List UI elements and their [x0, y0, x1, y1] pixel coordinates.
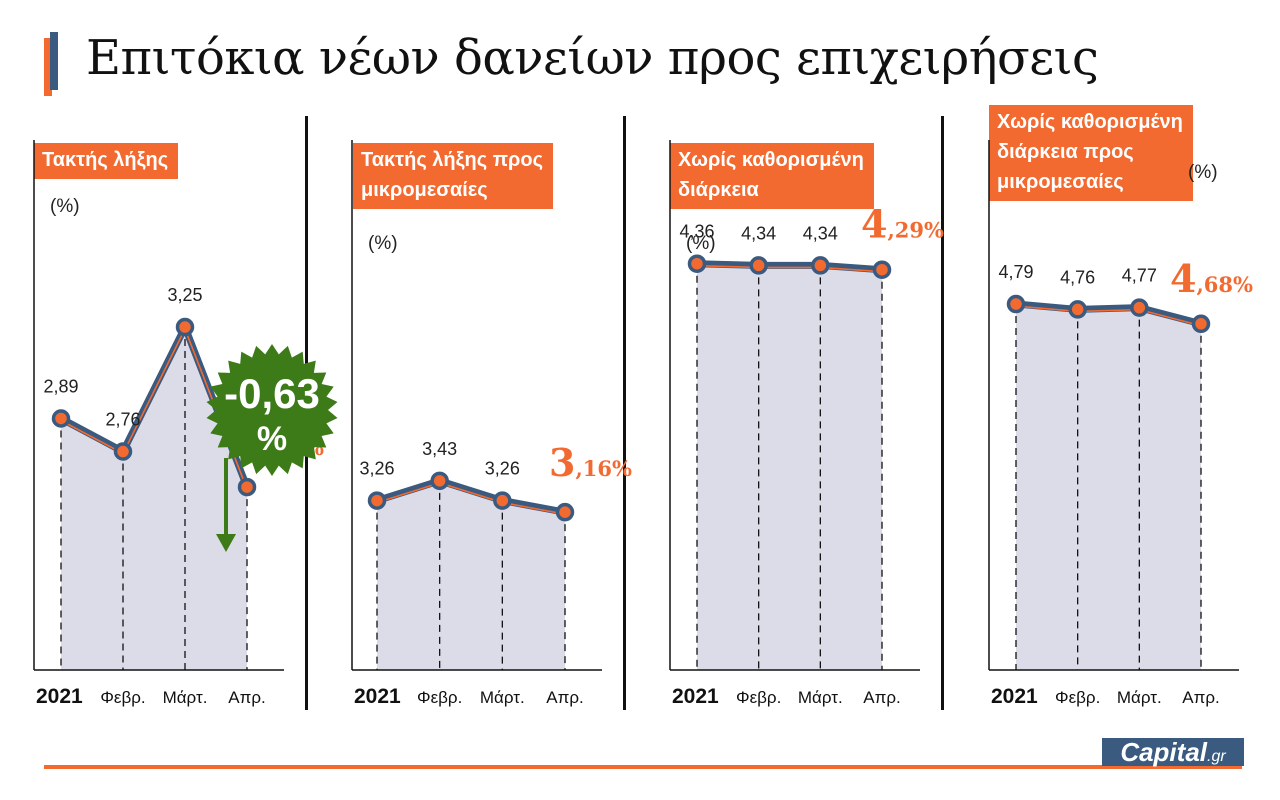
panel-2-highlight-value: 3,16% [549, 440, 632, 485]
panel-divider-2 [623, 116, 626, 710]
panel-2-title: Τακτής λήξης προς μικρομεσαίες [353, 143, 554, 209]
panel-3-x-tick-1: Φεβρ. [736, 688, 781, 707]
panel-4-highlight-value: 4,68% [1170, 256, 1253, 301]
panel-2-x-tick-1: Φεβρ. [417, 688, 462, 707]
panel-1-badge-unit: % [257, 420, 287, 458]
panel-4-x-tick-2: Μάρτ. [1117, 688, 1162, 707]
panel-4-x-tick-1: Φεβρ. [1055, 688, 1100, 707]
panel-3-area [697, 263, 882, 670]
panel-2-point-3 [555, 502, 575, 522]
panel-2-series-line [373, 477, 569, 516]
panel-1-point-0 [51, 409, 71, 428]
panel-4-value-label-2: 4,77 [1122, 266, 1157, 286]
capital-logo: Capital.gr [1102, 738, 1244, 766]
panel-4-series-line [1012, 300, 1205, 328]
panel-4-value-label-1: 4,76 [1060, 267, 1095, 287]
title-accent-orange [44, 38, 52, 96]
panel-2-point-2 [493, 491, 512, 510]
panel-3-value-label-1: 4,34 [741, 223, 776, 243]
panel-2-unit: (%) [368, 233, 398, 254]
panel-4-series-accent [1015, 305, 1202, 327]
panel-2-highlight-dec: ,16% [575, 456, 632, 481]
panel-4-point-2 [1130, 298, 1149, 317]
panel-3-point-0 [687, 254, 707, 273]
title-accent-blue [50, 32, 58, 90]
panel-1-value-label-0: 2,89 [43, 376, 78, 396]
panel-3-highlight-dec: ,29% [887, 218, 944, 243]
panel-4-highlight-int: 4 [1170, 256, 1196, 301]
panel-4-point-1 [1068, 300, 1087, 319]
panel-3-value-label-0: 4,36 [679, 222, 714, 242]
panel-3-highlight-int: 4 [861, 202, 887, 247]
panel-2-value-label-2: 3,26 [485, 459, 520, 479]
panel-3-title: Χωρίς καθορισμένη διάρκεια [670, 143, 874, 209]
panel-1-value-label-2: 3,25 [167, 285, 202, 305]
panel-2-value-label-1: 3,43 [422, 439, 457, 459]
panel-1-area [61, 327, 247, 670]
panel-4-unit: (%) [1188, 162, 1218, 183]
page-title: Επιτόκια νέων δανείων προς επιχειρήσεις [86, 30, 1099, 86]
panel-4-area [1016, 304, 1201, 670]
panel-1-point-2 [175, 317, 195, 337]
panel-1-change-badge [206, 344, 338, 476]
panel-3-highlight-value: 4,29% [861, 202, 944, 247]
panel-1-x-tick-0: 2021 [36, 685, 83, 708]
panel-3-point-2 [811, 256, 830, 275]
panel-1-x-tick-3: Απρ. [228, 688, 265, 707]
panel-2-point-1 [430, 471, 449, 491]
panel-2-x-tick-3: Απρ. [546, 688, 583, 707]
panel-3-x-tick-3: Απρ. [863, 688, 900, 707]
panel-3-x-tick-0: 2021 [672, 685, 719, 708]
panel-4-x-tick-0: 2021 [991, 685, 1038, 708]
panel-4-value-label-0: 4,79 [998, 262, 1033, 282]
panel-2-x-tick-2: Μάρτ. [480, 688, 525, 707]
panel-4-highlight-dec: ,68% [1196, 272, 1253, 297]
panel-1-title: Τακτής λήξης [34, 143, 179, 179]
panel-4-point-3 [1191, 314, 1211, 334]
panel-1-value-label-1: 2,76 [105, 410, 140, 430]
footer-rule [44, 765, 1242, 769]
panel-2-value-label-0: 3,26 [359, 459, 394, 479]
panel-3-point-3 [872, 260, 892, 279]
panel-2-area [377, 480, 565, 670]
panel-2-x-tick-0: 2021 [354, 685, 401, 708]
panel-2-series-accent [376, 482, 566, 515]
panel-3-series-line [693, 260, 886, 274]
panel-1-point-1 [113, 442, 133, 461]
panel-3-series-accent [696, 264, 883, 273]
panel-4-point-0 [1006, 294, 1026, 314]
panel-3-unit: (%) [686, 233, 716, 254]
panel-3-point-1 [749, 256, 768, 275]
panel-1-x-tick-1: Φεβρ. [100, 688, 145, 707]
panel-1-unit: (%) [50, 196, 80, 217]
panel-2-point-0 [367, 491, 387, 510]
panel-3-x-tick-2: Μάρτ. [798, 688, 843, 707]
panel-4-title: Χωρίς καθορισμένη διάρκεια προς μικρομεσ… [989, 105, 1193, 201]
panel-2-highlight-int: 3 [549, 440, 575, 485]
panel-1-badge-value: -0,63 [224, 370, 320, 417]
panel-1-point-3 [237, 477, 257, 497]
panel-1-arrow-head [216, 534, 236, 552]
panel-3-value-label-2: 4,34 [803, 223, 838, 243]
panel-4-x-tick-3: Απρ. [1182, 688, 1219, 707]
panel-divider-3 [941, 116, 944, 710]
panel-1-x-tick-2: Μάρτ. [163, 688, 208, 707]
